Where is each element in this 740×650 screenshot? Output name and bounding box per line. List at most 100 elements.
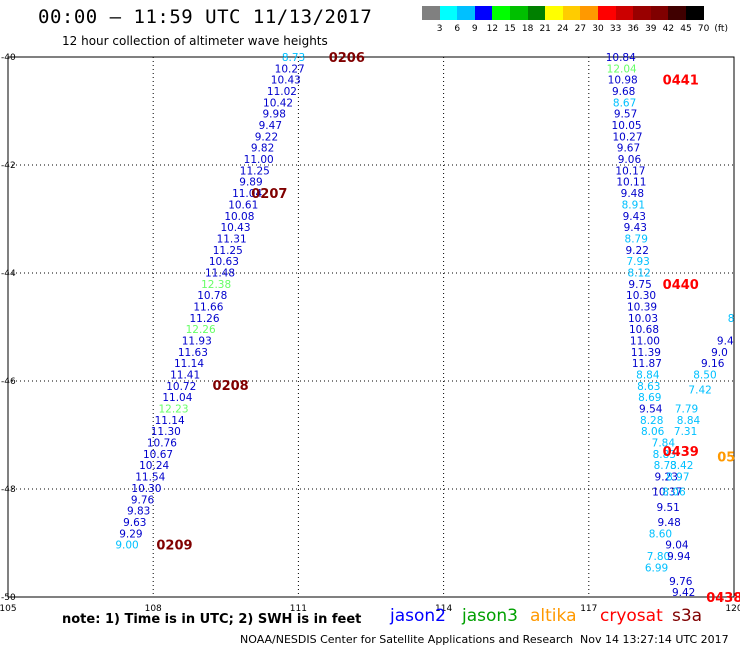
wave-height-point: 11.41 (170, 370, 200, 382)
wave-height-point: 10.17 (615, 165, 645, 177)
wave-height-point: 10.67 (143, 449, 173, 461)
x-tick-label: 105 (0, 604, 17, 614)
colorbar-label: 9 (471, 24, 478, 34)
wave-height-point: 10.30 (626, 290, 656, 302)
colorbar-swatch (598, 6, 616, 20)
generated-timestamp: Nov 14 13:27:14 UTC 2017 (580, 633, 729, 646)
wave-height-point: 11.26 (189, 313, 219, 325)
colorbar-label: 6 (454, 24, 461, 34)
wave-height-point: 9.76 (669, 576, 693, 588)
wave-height-point: 8.73 (654, 460, 677, 472)
wave-height-point: 7.93 (626, 256, 649, 268)
wave-height-point: 11.25 (240, 165, 270, 177)
wave-height-point: 12.26 (186, 324, 216, 336)
colorbar-label: 42 (662, 24, 675, 34)
wave-height-point: 9.57 (614, 109, 637, 121)
colorbar-label: 45 (680, 24, 692, 34)
wave-height-point: 10.68 (629, 324, 659, 336)
wave-height-point: 7.42 (688, 385, 711, 397)
wave-height-point: 9.4 (717, 336, 734, 348)
y-tick-label: -46 (1, 377, 16, 387)
plot-frame (7, 56, 735, 598)
wave-height-point: 11.14 (155, 415, 185, 427)
wave-height-point: 10.05 (612, 120, 642, 132)
wave-height-point: 8.67 (613, 97, 636, 109)
wave-height-point: 9.48 (621, 188, 644, 200)
colorbar-swatch (562, 6, 581, 20)
credit-line: NOAA/NESDIS Center for Satellite Applica… (240, 633, 574, 646)
wave-height-point: 6.99 (645, 562, 668, 574)
pass-time-label: 0206 (329, 51, 365, 66)
wave-height-point: 10.43 (220, 222, 250, 234)
wave-height-point: 9.29 (119, 528, 142, 540)
wave-height-point: 10.98 (608, 75, 638, 87)
wave-height-point: 10.39 (627, 301, 657, 313)
colorbar-label: 3 (436, 24, 443, 34)
wave-height-point: 8.63 (637, 381, 660, 393)
wave-height-point: 9.89 (239, 177, 262, 189)
wave-height-point: 11.30 (151, 426, 181, 438)
colorbar-swatch (650, 6, 669, 20)
wave-height-point: 9.54 (639, 404, 663, 416)
wave-height-point: 8.91 (622, 199, 645, 211)
wave-height-point: 10.37 (652, 487, 682, 499)
wave-height-point: 11.87 (632, 358, 662, 370)
pass-time-label: 0208 (213, 379, 249, 394)
wave-height-point: 9.42 (672, 587, 695, 599)
legend-jason3: jason3 (462, 606, 518, 626)
wave-height-point: 9.98 (263, 109, 286, 121)
wave-height-point: 8.42 (670, 460, 693, 472)
wave-height-point: 10.61 (228, 199, 258, 211)
wave-height-point: 8.73 (282, 52, 305, 64)
wave-height-point: 11.04 (162, 392, 192, 404)
wave-height-point: 8.84 (677, 415, 701, 427)
colorbar-swatch (422, 6, 440, 20)
x-tick-label: 120 (725, 604, 740, 614)
colorbar-label: 33 (609, 24, 622, 34)
colorbar-label: 24 (557, 24, 569, 34)
colorbar-swatch (492, 6, 510, 20)
colorbar-swatch (668, 6, 686, 20)
legend-cryosat: cryosat (600, 606, 663, 626)
wave-height-point: 11.39 (631, 347, 661, 359)
wave-height-point: 9.06 (618, 154, 642, 166)
pass-time-label: 05 (717, 451, 735, 466)
wave-height-point: 10.27 (275, 63, 305, 75)
colorbar-label: 21 (539, 24, 551, 34)
wave-height-point: 8 (728, 313, 735, 325)
pass-time-label: 0209 (156, 539, 192, 554)
wave-height-point: 8.06 (662, 487, 686, 499)
wave-height-point: 9.00 (115, 540, 138, 552)
wave-height-point: 8.84 (636, 370, 660, 382)
wave-height-point: 11.93 (182, 336, 212, 348)
wave-height-point: 9.63 (123, 517, 146, 529)
pass-time-label: 0207 (251, 187, 287, 202)
wave-height-point: 11.54 (135, 472, 165, 484)
wave-height-point: 10.78 (197, 290, 227, 302)
wave-height-point: 9.43 (624, 222, 647, 234)
pass-time-label: 0439 (663, 445, 699, 460)
wave-height-point: 11.66 (193, 301, 223, 313)
wave-height-point: 7.79 (675, 404, 698, 416)
y-tick-label: -50 (1, 593, 16, 603)
legend-jason2: jason2 (390, 606, 446, 626)
wave-height-point: 9.48 (657, 517, 680, 529)
colorbar-label: (ft) (714, 24, 728, 34)
colorbar-swatch (545, 6, 563, 20)
wave-height-point: 8.28 (640, 415, 663, 427)
wave-height-point: 8.83 (653, 449, 676, 461)
colorbar-label: 27 (574, 24, 587, 34)
colorbar-label: 70 (697, 24, 710, 34)
wave-height-point: 9.04 (665, 540, 689, 552)
pass-time-label: 0438 (706, 591, 740, 606)
wave-height-point: 10.63 (209, 256, 239, 268)
wave-height-point: 11.63 (178, 347, 208, 359)
wave-height-point: 11.00 (630, 336, 660, 348)
wave-height-point: 9.75 (628, 279, 651, 291)
wave-height-point: 8.06 (641, 426, 665, 438)
wave-height-point: 9.82 (251, 143, 274, 155)
wave-height-point: 10.72 (166, 381, 196, 393)
x-tick-label: 111 (290, 604, 307, 614)
wave-height-point: 10.27 (612, 131, 642, 143)
